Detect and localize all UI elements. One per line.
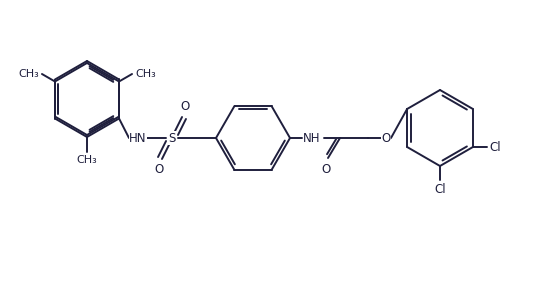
Text: O: O [321,163,331,176]
Text: NH: NH [303,131,321,145]
Text: CH₃: CH₃ [76,155,97,165]
Text: CH₃: CH₃ [135,69,156,79]
Text: Cl: Cl [489,140,500,154]
Text: S: S [168,131,176,145]
Text: O: O [180,100,189,113]
Text: HN: HN [129,131,147,145]
Text: O: O [154,163,164,176]
Text: CH₃: CH₃ [18,69,39,79]
Text: O: O [381,131,391,145]
Text: Cl: Cl [434,183,446,196]
